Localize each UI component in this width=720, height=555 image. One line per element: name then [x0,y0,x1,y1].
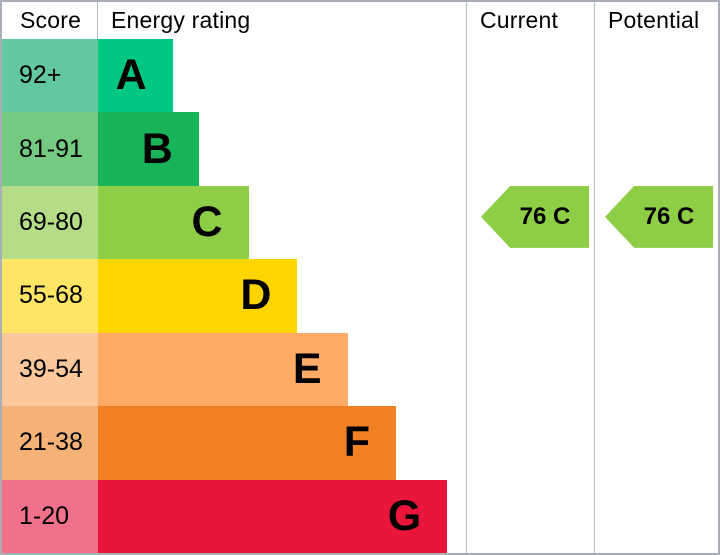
current-cell: 76 C [467,185,595,260]
rating-bar-cell: D [98,259,467,333]
current-cell [467,406,595,480]
rating-letter: G [387,491,422,540]
potential-cell [595,406,718,479]
header-score: Score [2,2,98,39]
rating-bar: D [98,259,298,333]
rating-bar-cell: B [98,112,467,186]
current-cell [467,39,595,113]
header-current: Current [467,2,595,39]
potential-cell [595,112,718,185]
header-energy-rating: Energy rating [98,2,467,39]
rating-bar-cell: E [98,332,467,407]
rating-row-g: 1-20 G [2,479,718,553]
rating-bar-cell: F [98,406,467,480]
header-potential: Potential [608,7,700,33]
score-range: 81-91 [2,112,98,186]
rating-bar-cell: G [98,479,467,553]
rating-bar: C [98,185,249,260]
potential-cell [595,259,718,332]
rating-bar: E [98,332,348,407]
potential-cell: 76 C [595,185,718,259]
rating-row-d: 55-68 D [2,259,718,333]
rating-letter: E [292,344,322,393]
current-cell [467,332,595,407]
rating-bar: G [98,479,448,553]
rating-bar: A [98,39,173,113]
rating-row-a: 92+ A [2,39,718,113]
rating-bar: B [98,112,199,186]
rating-row-e: 39-54 E [2,332,718,407]
score-range: 21-38 [2,406,98,480]
rating-bar-cell: A [98,39,467,113]
score-range: 39-54 [2,332,98,407]
current-cell [467,479,595,553]
rating-row-c: 69-80 C 76 C 76 C [2,185,718,260]
score-range: 55-68 [2,259,98,333]
rating-letter: B [141,124,173,173]
rating-row-f: 21-38 F [2,406,718,480]
score-range: 92+ [2,39,98,113]
score-range: 1-20 [2,479,98,553]
rating-bar-cell: C [98,185,467,260]
current-cell [467,112,595,186]
rating-bar: F [98,406,397,480]
potential-cell [595,333,718,406]
potential-cell [595,480,718,553]
rating-letter: F [343,418,371,467]
rating-row-b: 81-91 B [2,112,718,186]
potential-cell [595,39,718,112]
rating-letter: D [240,271,272,320]
current-cell [467,259,595,333]
header-row: Score Energy rating Current Potential [2,2,718,39]
current-rating-arrow: 76 C [481,185,589,248]
rating-letter: A [115,51,147,100]
potential-rating-arrow: 76 C [605,185,713,248]
rating-letter: C [191,198,223,247]
score-range: 69-80 [2,185,98,260]
